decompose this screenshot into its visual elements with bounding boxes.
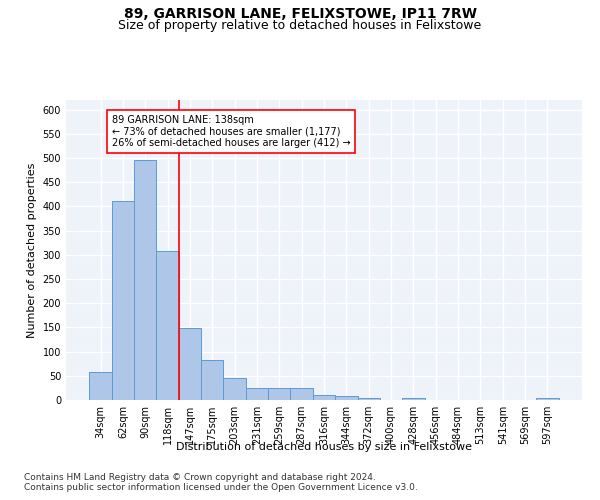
Text: Size of property relative to detached houses in Felixstowe: Size of property relative to detached ho…: [118, 19, 482, 32]
Bar: [335, 396, 358, 400]
Text: Distribution of detached houses by size in Felixstowe: Distribution of detached houses by size …: [176, 442, 472, 452]
Bar: [89, 372, 112, 400]
Bar: [246, 388, 268, 400]
Bar: [157, 252, 179, 400]
Text: 89 GARRISON LANE: 138sqm
← 73% of detached houses are smaller (1,177)
26% of sem: 89 GARRISON LANE: 138sqm ← 73% of detach…: [112, 114, 350, 148]
Bar: [290, 388, 313, 400]
Bar: [223, 378, 246, 400]
Bar: [179, 328, 201, 400]
Bar: [402, 398, 425, 400]
Text: Contains public sector information licensed under the Open Government Licence v3: Contains public sector information licen…: [24, 484, 418, 492]
Bar: [268, 388, 290, 400]
Y-axis label: Number of detached properties: Number of detached properties: [27, 162, 37, 338]
Text: Contains HM Land Registry data © Crown copyright and database right 2024.: Contains HM Land Registry data © Crown c…: [24, 472, 376, 482]
Bar: [112, 200, 134, 400]
Bar: [358, 398, 380, 400]
Bar: [201, 360, 223, 400]
Text: 89, GARRISON LANE, FELIXSTOWE, IP11 7RW: 89, GARRISON LANE, FELIXSTOWE, IP11 7RW: [124, 8, 476, 22]
Bar: [134, 160, 157, 400]
Bar: [536, 398, 559, 400]
Bar: [313, 395, 335, 400]
